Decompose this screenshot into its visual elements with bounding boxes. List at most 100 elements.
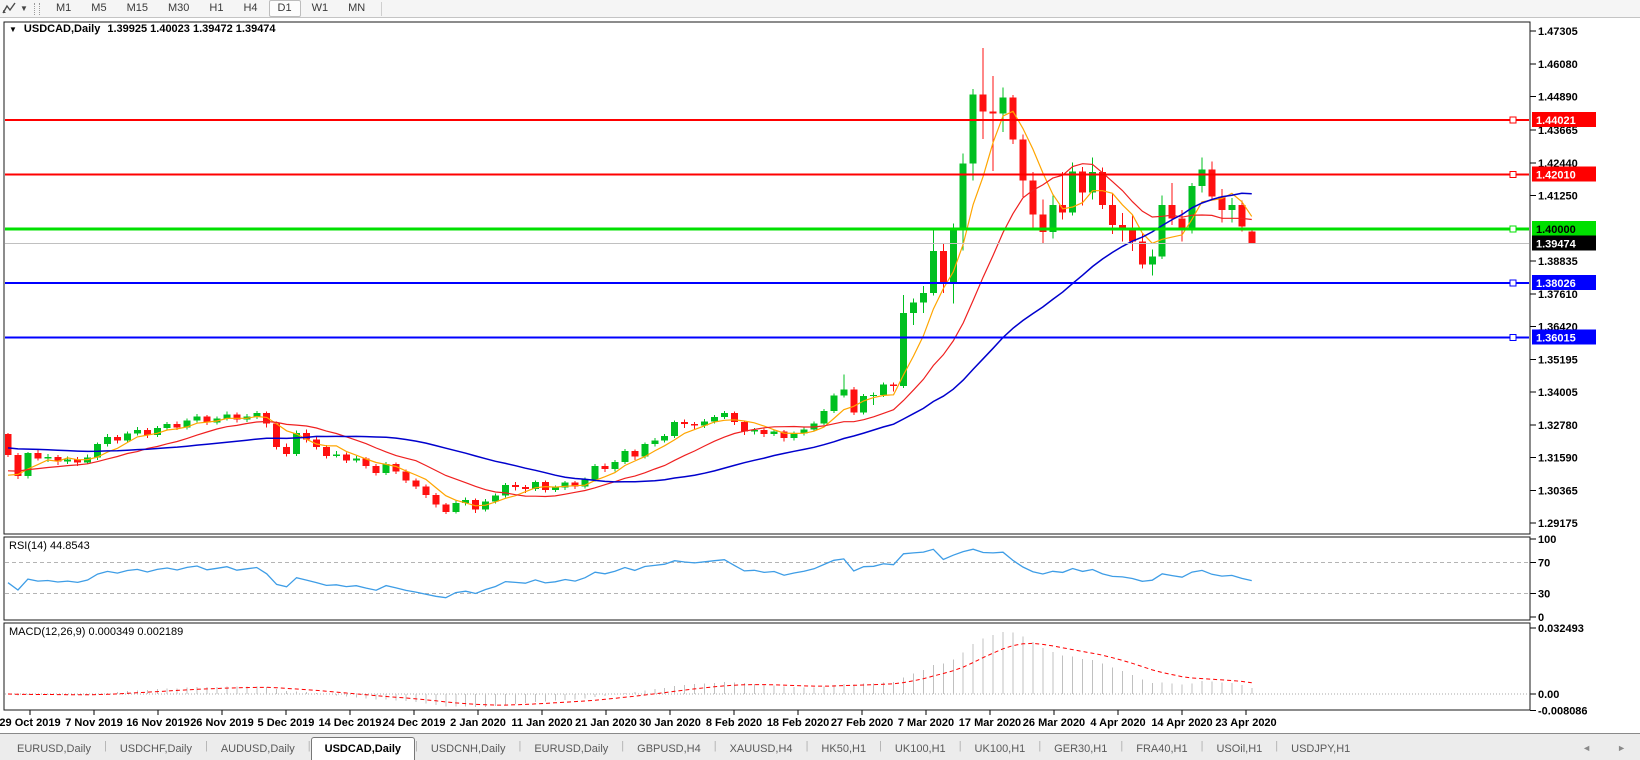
top-toolbar: ▼ M1 M5 M15 M30 H1 H4 D1 W1 MN (0, 0, 1640, 18)
price-badge-1.38026 (1532, 274, 1596, 290)
macd-axis-label: 0.00 (1538, 689, 1559, 701)
tab-HK50-H1[interactable]: HK50,H1 (821, 743, 867, 755)
date-axis-label: 2 Jan 2020 (450, 717, 506, 729)
tab-divider: | (879, 740, 882, 752)
tab-divider: | (1275, 740, 1279, 752)
tab-divider: | (713, 740, 717, 752)
tab-AUDUSD-Daily[interactable]: AUDUSD,Daily (220, 743, 295, 755)
date-axis-label: 14 Apr 2020 (1151, 717, 1212, 729)
hline-handle[interactable] (1509, 171, 1517, 179)
ma-fast-line (7, 110, 1253, 507)
tab-divider: | (204, 740, 208, 752)
current-price-badge-text: 1.39474 (1536, 239, 1577, 251)
tab-XAUUSD-H4[interactable]: XAUUSD,H4 (729, 743, 793, 755)
macd-indicator-label: MACD(12,26,9) 0.000349 0.002189 (9, 626, 184, 638)
price-badge-1.42010 (1532, 166, 1596, 182)
timeframe-button-M1[interactable]: M1 (56, 2, 72, 14)
tab-divider: | (1200, 740, 1204, 752)
rsi-axis-label: 70 (1538, 557, 1550, 569)
macd-pane-border (3, 622, 1531, 711)
price-axis-label: 1.46080 (1538, 59, 1578, 71)
timeframe-button-H1[interactable]: H1 (209, 2, 224, 14)
hline-handle[interactable] (1509, 225, 1517, 233)
date-axis-label: 30 Jan 2020 (639, 717, 701, 729)
rsi-pane-border (3, 536, 1531, 621)
date-axis-label: 21 Jan 2020 (575, 717, 637, 729)
price-axis-label: 1.37610 (1538, 289, 1578, 301)
main-pane-border (3, 21, 1531, 535)
timeframe-button-M30[interactable]: M30 (167, 2, 190, 14)
macd-axis-label: -0.008086 (1538, 705, 1588, 717)
tab-FRA40-H1[interactable]: FRA40,H1 (1136, 743, 1188, 755)
chart-window[interactable]: 1.47305 1.46080 1.44890 1.43665 1.42440 1.412… (0, 18, 1640, 733)
date-axis-label: 11 Jan 2020 (511, 717, 572, 729)
macd-axis-label: 0.032493 (1538, 623, 1584, 635)
price-axis-label: 1.30365 (1538, 486, 1578, 498)
tab-USDCNH-Daily[interactable]: USDCNH,Daily (430, 743, 506, 755)
date-axis-label: 26 Mar 2020 (1023, 717, 1085, 729)
collapse-triangle-icon[interactable]: ▼ (9, 24, 17, 34)
price-badge-1.42010-text: 1.42010 (1536, 170, 1576, 182)
date-axis-label: 27 Feb 2020 (831, 717, 893, 729)
hline-handle[interactable] (1509, 116, 1517, 124)
tab-USDCHF-Daily[interactable]: USDCHF,Daily (119, 743, 192, 755)
date-axis-label: 26 Nov 2019 (190, 717, 254, 729)
tab-GBPUSD-H4[interactable]: GBPUSD,H4 (637, 743, 701, 755)
tab-EURUSD-Daily[interactable]: EURUSD,Daily (17, 743, 91, 755)
tab-USOil-H1[interactable]: USOil,H1 (1216, 743, 1263, 755)
tab-divider: | (307, 740, 311, 752)
current-price-badge (1532, 235, 1596, 251)
date-axis-label: 18 Feb 2020 (767, 717, 829, 729)
rsi-indicator-label: RSI(14) 44.8543 (9, 540, 90, 552)
price-axis-label: 1.34005 (1538, 387, 1578, 399)
timeframe-button-H4[interactable]: H4 (243, 2, 258, 14)
chart-tab-bar: EURUSD,Daily | USDCHF,Daily | AUDUSD,Daily | U… (0, 733, 1640, 760)
tab-GER30-H1[interactable]: GER30,H1 (1054, 743, 1108, 755)
timeframe-button-MN[interactable]: MN (348, 2, 366, 14)
price-badge-1.36015 (1532, 329, 1596, 345)
rsi-axis-label: 30 (1538, 589, 1550, 601)
price-axis-label: 1.44890 (1538, 92, 1578, 104)
price-badge-1.44021 (1532, 112, 1596, 128)
hline-handle[interactable] (1509, 279, 1517, 287)
price-axis-label: 1.32780 (1538, 420, 1578, 432)
price-axis-label: 1.47305 (1538, 26, 1578, 38)
price-axis-label: 1.43665 (1538, 125, 1578, 137)
date-axis-label: 5 Dec 2019 (258, 717, 315, 729)
date-axis-label: 23 Apr 2020 (1215, 717, 1276, 729)
tab-divider: | (103, 740, 107, 752)
toolbar-grip (34, 2, 40, 15)
price-axis-label: 1.41250 (1538, 190, 1578, 202)
date-axis-label: 29 Oct 2019 (0, 717, 61, 729)
price-badge-1.40000-text: 1.40000 (1536, 224, 1576, 236)
timeframe-button-W1[interactable]: W1 (311, 2, 329, 14)
tabs-scroll-left-button[interactable]: ◄ (1582, 743, 1592, 753)
tabs-scroll-right-button[interactable]: ► (1617, 743, 1626, 753)
toolbar-dropdown-caret-icon[interactable]: ▼ (20, 4, 28, 13)
tab-EURUSD-Daily[interactable]: EURUSD,Daily (534, 743, 609, 755)
hline-handle[interactable] (1509, 333, 1517, 341)
date-axis-label: 14 Dec 2019 (319, 717, 382, 729)
price-axis-label: 1.29175 (1538, 518, 1578, 530)
price-axis-label: 1.35195 (1538, 355, 1578, 367)
rsi-axis-label: 0 (1538, 612, 1544, 624)
tab-USDCAD-Daily[interactable]: USDCAD,Daily (310, 737, 416, 760)
tab-scroll-arrows: ◄ ► (1556, 743, 1626, 753)
date-axis-label: 24 Dec 2019 (383, 717, 446, 729)
tab-divider: | (958, 740, 962, 752)
chart-edit-icon[interactable] (0, 1, 18, 17)
timeframe-button-D1[interactable]: D1 (268, 0, 301, 17)
date-axis-label: 7 Nov 2019 (65, 717, 122, 729)
timeframe-button-M5[interactable]: M5 (91, 2, 107, 14)
tab-UK100-H1[interactable]: UK100,H1 (894, 743, 946, 755)
price-chart-canvas[interactable]: 1.473051.460801.448901.436651.424401.412… (0, 18, 1640, 733)
tab-UK100-H1[interactable]: UK100,H1 (974, 743, 1026, 755)
date-axis-label: 16 Nov 2019 (126, 717, 190, 729)
timeframe-button-M15[interactable]: M15 (126, 2, 148, 14)
price-axis-label: 1.38835 (1538, 256, 1578, 268)
date-axis-label: 17 Mar 2020 (959, 717, 1021, 729)
tab-USDJPY-H1[interactable]: USDJPY,H1 (1291, 743, 1351, 755)
date-axis-label: 8 Feb 2020 (706, 717, 762, 729)
price-badge-1.44021-text: 1.44021 (1536, 115, 1576, 127)
